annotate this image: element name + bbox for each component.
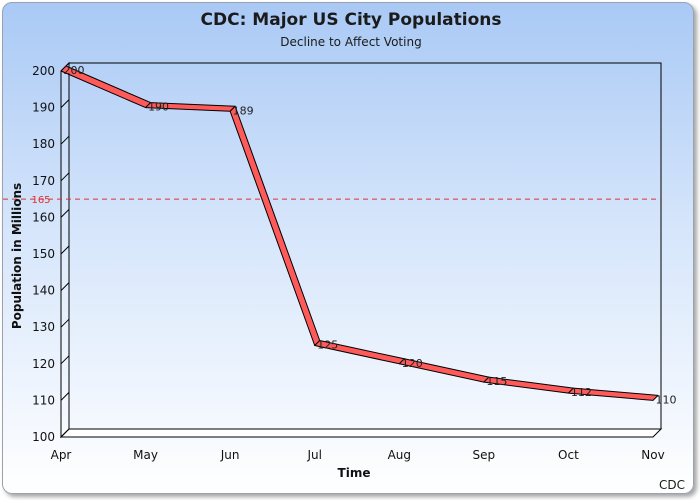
y-tick-label: 130 <box>32 320 55 334</box>
x-tick-label: May <box>133 448 158 462</box>
y-tick-label: 120 <box>32 357 55 371</box>
y-tick-mark <box>60 392 70 401</box>
y-tick-mark <box>60 135 70 145</box>
reference-line-label: 165 <box>31 195 50 206</box>
x-tick-label: Aug <box>388 448 411 462</box>
y-tick-label: 100 <box>32 430 55 444</box>
x-tick-label: Nov <box>641 448 664 462</box>
y-tick-label: 200 <box>32 64 55 78</box>
y-tick-label: 150 <box>32 247 55 261</box>
y-tick-label: 140 <box>32 284 55 298</box>
data-label: 190 <box>148 101 169 114</box>
data-label: 110 <box>656 393 677 406</box>
y-tick-mark <box>60 99 70 108</box>
y-tick-label: 170 <box>32 174 55 188</box>
y-tick-mark <box>60 318 70 328</box>
y-tick-mark <box>60 245 70 255</box>
y-tick-label: 110 <box>32 393 55 407</box>
chart-subtitle: Decline to Affect Voting <box>280 35 422 49</box>
chart-title: CDC: Major US City Populations <box>200 10 502 30</box>
x-tick-label: Jul <box>306 448 321 462</box>
plot-floor <box>59 428 663 438</box>
y-tick-label: 190 <box>32 101 55 115</box>
line-series-segment <box>567 387 659 401</box>
y-tick-label: 160 <box>32 210 55 224</box>
data-label: 115 <box>486 375 507 388</box>
data-label: 120 <box>402 357 423 370</box>
line-series-segment <box>229 105 321 346</box>
y-axis-title: Population in Millions <box>10 183 24 329</box>
x-tick-label: Sep <box>473 448 496 462</box>
x-axis-title: Time <box>338 466 371 480</box>
data-label: 125 <box>317 339 338 352</box>
x-tick-label: Oct <box>558 448 579 462</box>
source-label: CDC <box>659 478 685 492</box>
y-tick-label: 180 <box>32 137 55 151</box>
data-label: 189 <box>233 104 254 117</box>
chart-frame: 165 100 110 120 130 140 150 160 170 180 190 200 Ap… <box>2 2 694 494</box>
x-tick-label: Apr <box>51 448 72 462</box>
y-tick-mark <box>60 428 70 438</box>
y-tick-mark <box>60 172 70 182</box>
y-tick-mark <box>60 355 70 365</box>
y-tick-mark <box>60 282 70 291</box>
chart-svg: 165 100 110 120 130 140 150 160 170 180 190 200 Ap… <box>3 61 677 480</box>
x-tick-label: Jun <box>220 448 240 462</box>
data-label: 200 <box>64 64 85 77</box>
plot-back-wall <box>68 62 662 430</box>
y-tick-mark <box>60 209 70 218</box>
data-label: 112 <box>571 386 592 399</box>
